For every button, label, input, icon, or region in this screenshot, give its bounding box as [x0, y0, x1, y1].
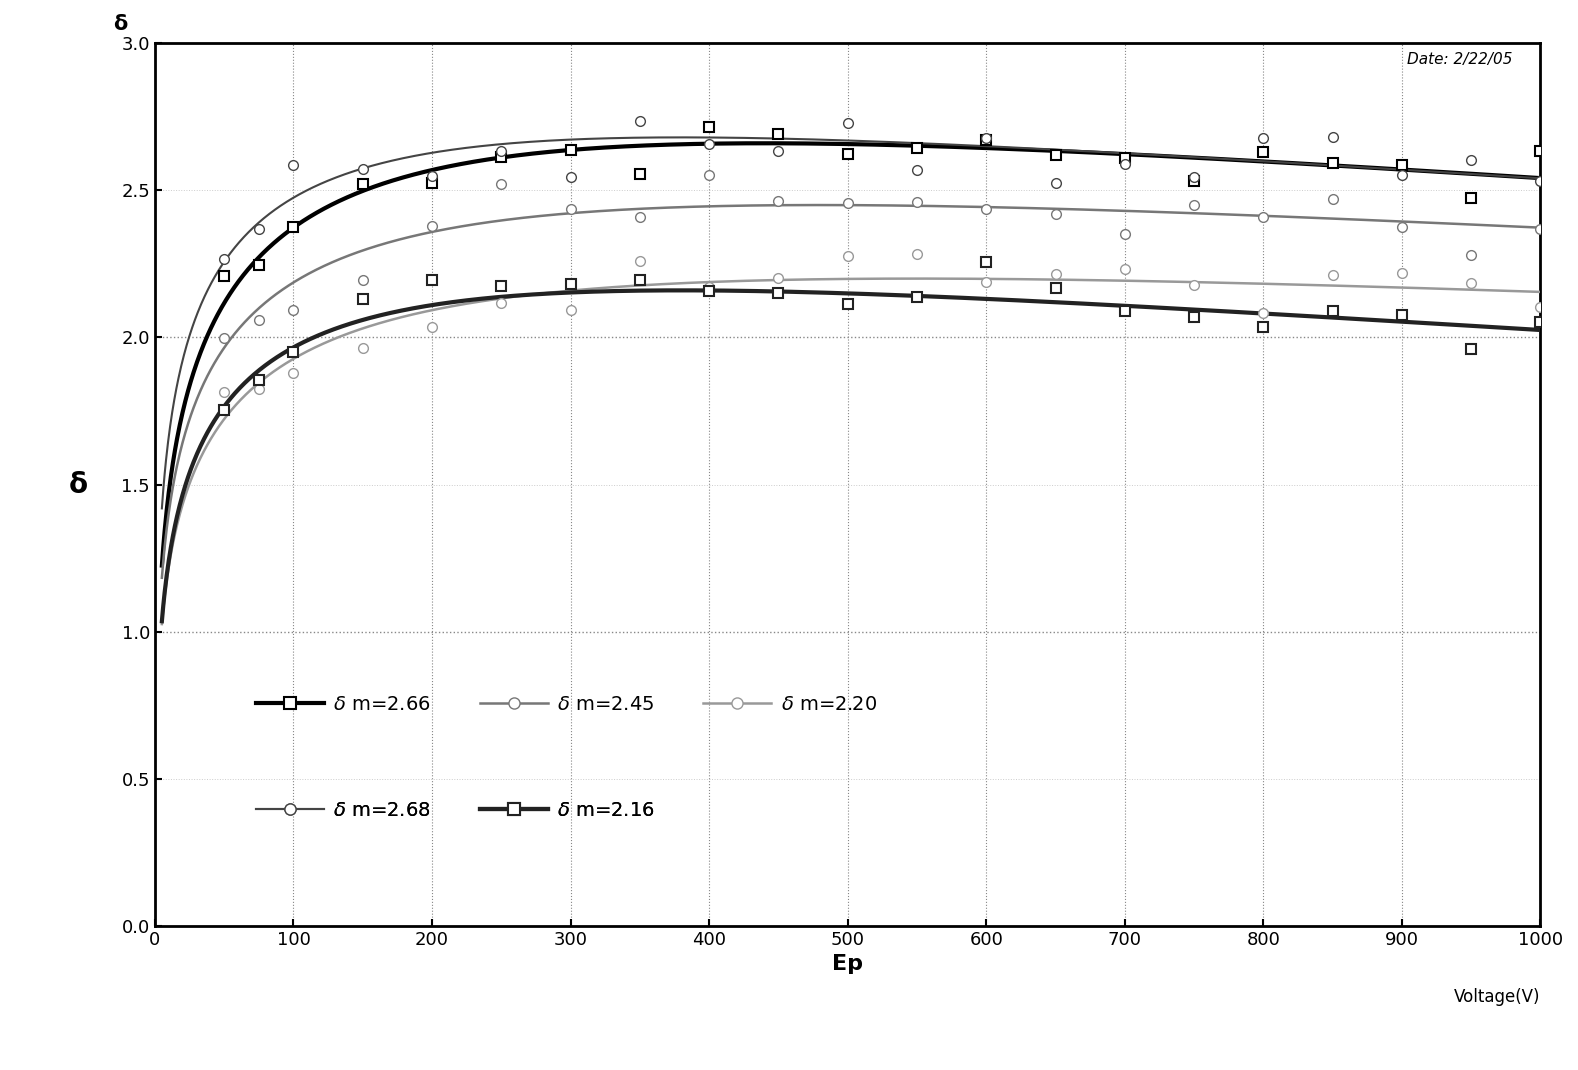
Text: δ: δ: [69, 471, 88, 499]
Text: δ: δ: [114, 14, 128, 34]
X-axis label: Ep: Ep: [832, 954, 863, 975]
Legend: $\delta$ m=2.68, $\delta$ m=2.16: $\delta$ m=2.68, $\delta$ m=2.16: [248, 793, 663, 828]
Text: Date: 2/22/05: Date: 2/22/05: [1408, 52, 1513, 67]
Text: Voltage(V): Voltage(V): [1453, 988, 1540, 1006]
